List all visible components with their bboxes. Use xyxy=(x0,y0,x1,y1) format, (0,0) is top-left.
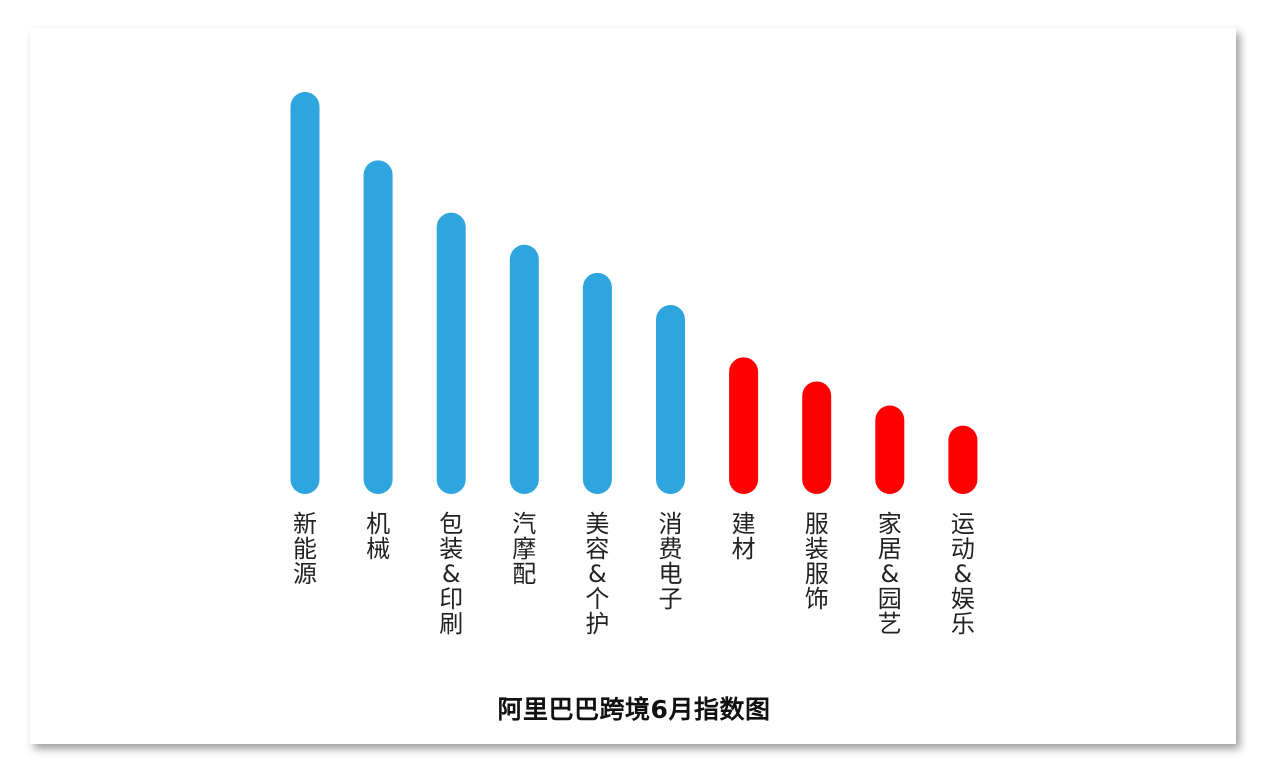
category-label: 建材 xyxy=(731,510,756,563)
category-label: 运动 & 娱乐 xyxy=(950,510,975,638)
category-label: 机械 xyxy=(366,510,391,563)
bar-2 xyxy=(436,212,466,494)
bar-3 xyxy=(509,244,539,494)
chart-title: 阿里巴巴跨境6月指数图 xyxy=(497,695,771,724)
category-label: 服装服饰 xyxy=(804,510,829,613)
bar-1 xyxy=(363,160,393,494)
bar-9 xyxy=(948,425,978,494)
bar-8 xyxy=(875,405,905,494)
category-label: 包装 & 印刷 xyxy=(439,510,464,638)
bar-0 xyxy=(290,92,320,494)
category-label: 家居 & 园艺 xyxy=(877,510,902,638)
bar-6 xyxy=(729,357,759,494)
bar-7 xyxy=(802,381,832,494)
chart-card xyxy=(30,28,1236,744)
category-label: 美容 & 个护 xyxy=(585,510,610,638)
category-label: 消费电子 xyxy=(658,510,683,613)
bar-5 xyxy=(656,305,685,494)
category-label: 新能源 xyxy=(293,510,317,588)
category-label: 汽摩配 xyxy=(512,510,537,588)
bar-4 xyxy=(582,272,612,494)
